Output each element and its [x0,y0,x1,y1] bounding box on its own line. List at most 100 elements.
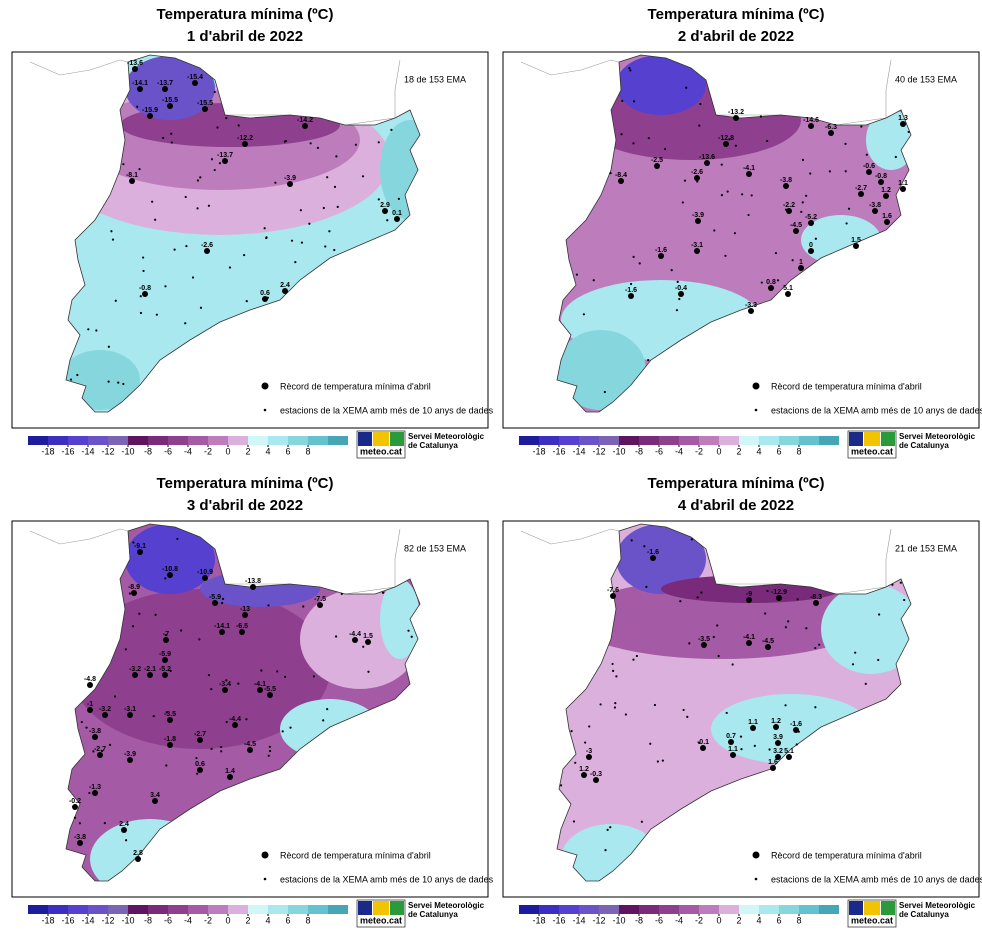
colorbar-swatch [268,436,288,445]
station-dot [274,181,277,184]
station-dot [410,635,413,638]
colorbar-swatch [108,436,128,445]
record-dot [192,80,198,86]
station-dot [139,311,143,315]
station-dot [698,741,701,745]
station-dot [640,820,643,823]
colorbar-label: -10 [121,446,134,456]
station-dot [766,589,769,593]
colorbar-swatch [88,905,108,914]
colorbar-label: -4 [675,915,683,925]
station-dot [776,279,780,282]
record-dot [127,712,133,718]
station-dot [290,239,294,242]
logo-green [390,432,404,446]
station-dot [632,255,635,258]
colorbar-label: -10 [612,915,625,925]
colorbar-label: 6 [776,446,781,456]
record-dot [694,248,700,254]
station-label: -14.1 [132,80,148,87]
record-dot [900,186,906,192]
station-label: 0 [809,242,813,249]
station-dot [805,627,808,630]
station-dot [784,626,788,629]
record-dot [765,644,771,650]
panel-title: Temperatura mínima (ºC) [157,6,334,23]
colorbar-swatch [228,436,248,445]
station-dot [216,126,219,129]
colorbar-swatch [719,436,739,445]
station-dot [265,236,268,239]
record-dot [618,178,624,184]
station-dot [377,141,380,144]
station-label: -3.5 [164,711,176,718]
station-dot [805,194,808,197]
station-dot [620,133,623,136]
colorbar-label: -16 [552,915,565,925]
record-dot [302,123,308,129]
colorbar-swatch [659,436,679,445]
record-dot [197,737,203,743]
station-dot [603,390,606,394]
station-label: -13.8 [245,578,261,585]
station-dot [753,744,756,748]
station-dot [92,750,95,753]
record-dot [730,752,736,758]
station-dot [169,669,172,672]
record-dot [783,183,789,189]
colorbar-swatch [228,905,248,914]
station-label: -3.9 [124,751,136,758]
legend-stations: estacions de la XEMA amb més de 10 anys … [771,405,982,415]
station-dot [720,163,723,166]
colorbar-swatch [128,436,148,445]
station-dot [796,598,799,601]
record-dot [162,86,168,92]
station-label: -13 [240,606,250,613]
station-label: 0.7 [726,733,736,740]
record-dot [163,637,169,643]
station-dot [377,198,380,201]
station-dot [675,309,679,312]
station-label: -4.5 [790,222,802,229]
station-dot [69,378,73,381]
station-dot [851,663,855,666]
station-dot [308,222,311,225]
record-dot [287,181,293,187]
logo-green [881,432,895,446]
colorbar-swatch [779,905,799,914]
colorbar-label: 2 [245,446,250,456]
colorbar-label: -12 [101,915,114,925]
station-dot [613,706,617,709]
station-label: -13.6 [699,154,715,161]
station-label: 1.2 [579,766,589,773]
record-dot [883,193,889,199]
station-dot [696,180,699,183]
station-label: -2.6 [691,169,703,176]
station-dot [814,237,817,240]
colorbar-label: -8 [144,915,152,925]
station-label: -13.7 [157,80,173,87]
record-dot [132,66,138,72]
station-label: -1.3 [89,784,101,791]
station-label: -3.2 [99,706,111,713]
colorbar-swatch [308,436,328,445]
station-dot [245,300,248,303]
station-dot [199,176,202,179]
station-label: -4.1 [254,681,266,688]
station-dot [739,735,743,738]
colorbar-swatch [88,436,108,445]
record-dot [72,804,78,810]
station-label: -0.6 [863,163,875,170]
record-dot [87,707,93,713]
station-dot [333,185,337,188]
station-dot [260,669,263,672]
station-count: 40 de 153 EMA [895,74,957,84]
station-dot [713,229,716,232]
station-dot [326,176,329,179]
temp-region [557,330,646,410]
colorbar-label: -12 [592,446,605,456]
record-dot [808,220,814,226]
station-dot [165,711,168,714]
station-label: 0.8 [766,279,776,286]
station-dot [139,295,142,298]
